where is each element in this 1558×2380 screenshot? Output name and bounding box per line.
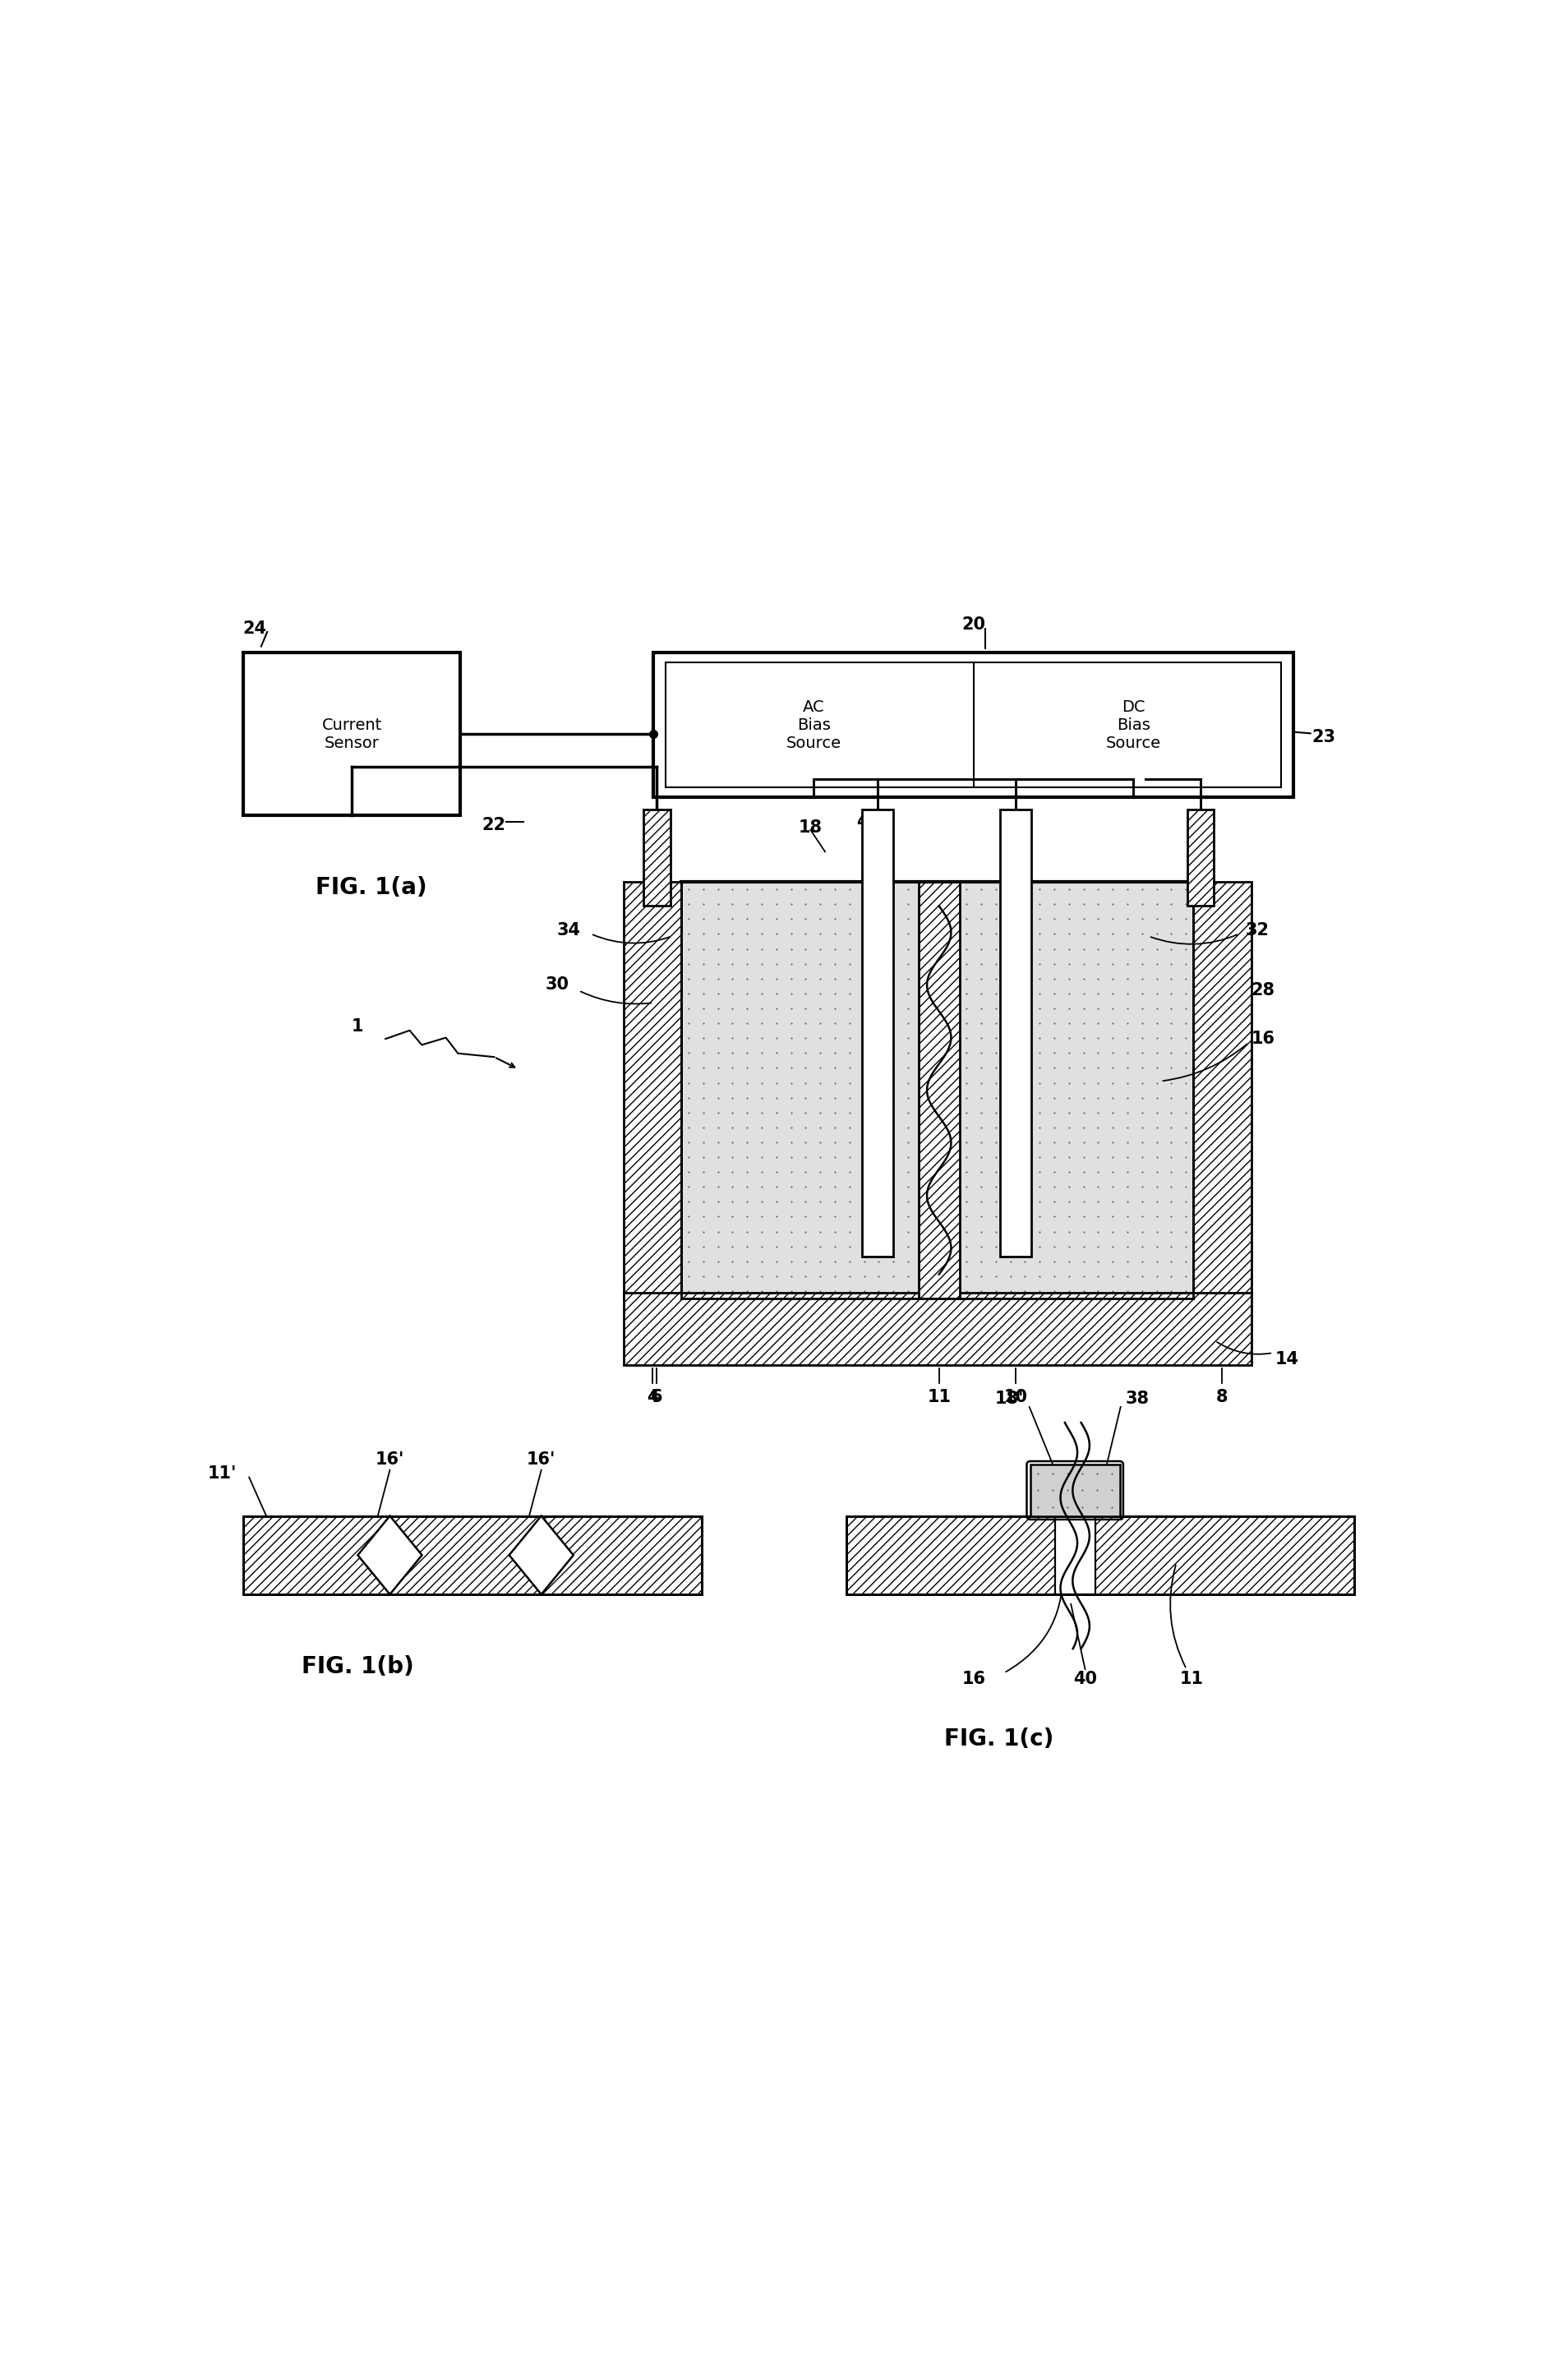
Text: 11: 11 bbox=[927, 1390, 950, 1407]
Bar bbox=[243, 1516, 701, 1595]
Text: FIG. 1(a): FIG. 1(a) bbox=[315, 876, 427, 900]
Text: 34: 34 bbox=[556, 921, 581, 938]
Polygon shape bbox=[509, 1516, 573, 1595]
Text: 8: 8 bbox=[1217, 1390, 1228, 1407]
Bar bbox=[1030, 1464, 1120, 1516]
Text: Current
Sensor: Current Sensor bbox=[321, 716, 382, 750]
Text: FIG. 1(b): FIG. 1(b) bbox=[302, 1656, 414, 1678]
Bar bbox=[1193, 883, 1251, 1299]
Bar bbox=[1000, 809, 1031, 1257]
Text: 48: 48 bbox=[857, 814, 880, 831]
Text: 11': 11' bbox=[207, 1466, 237, 1483]
Text: 16: 16 bbox=[1251, 1031, 1274, 1047]
Bar bbox=[1187, 809, 1214, 907]
Bar bbox=[243, 652, 461, 816]
Text: 4: 4 bbox=[647, 1390, 659, 1407]
Text: 32: 32 bbox=[1245, 921, 1270, 938]
Text: 28: 28 bbox=[1251, 983, 1274, 1000]
Text: 16': 16' bbox=[375, 1452, 405, 1468]
Text: 40: 40 bbox=[1073, 1671, 1097, 1687]
Text: 6: 6 bbox=[651, 1390, 662, 1407]
Text: 18': 18' bbox=[996, 1390, 1024, 1407]
Bar bbox=[919, 883, 960, 1299]
Bar bbox=[848, 1516, 1354, 1595]
Bar bbox=[848, 1516, 1354, 1595]
Bar bbox=[623, 1292, 1251, 1364]
Bar bbox=[643, 809, 670, 907]
Text: 16: 16 bbox=[961, 1671, 986, 1687]
Bar bbox=[243, 1516, 701, 1595]
Bar bbox=[654, 652, 1293, 797]
Text: 30: 30 bbox=[545, 976, 569, 992]
Bar bbox=[1030, 1464, 1120, 1516]
Text: 10: 10 bbox=[1003, 1390, 1028, 1407]
Text: DC
Bias
Source: DC Bias Source bbox=[1106, 700, 1161, 750]
Text: 20: 20 bbox=[961, 616, 985, 633]
Text: FIG. 1(c): FIG. 1(c) bbox=[944, 1728, 1053, 1752]
Text: 14: 14 bbox=[1276, 1352, 1299, 1366]
Text: 16': 16' bbox=[527, 1452, 556, 1468]
Text: 22: 22 bbox=[481, 816, 506, 833]
Text: 24: 24 bbox=[243, 621, 266, 635]
Text: 1: 1 bbox=[352, 1019, 363, 1035]
Bar bbox=[623, 883, 681, 1299]
Text: 38: 38 bbox=[1126, 1390, 1150, 1407]
Polygon shape bbox=[358, 1516, 422, 1595]
Text: 11: 11 bbox=[1179, 1671, 1203, 1687]
Bar bbox=[681, 883, 1193, 1299]
Text: AC
Bias
Source: AC Bias Source bbox=[785, 700, 841, 750]
Bar bbox=[862, 809, 893, 1257]
Bar bbox=[1055, 1516, 1095, 1595]
Text: 23: 23 bbox=[1312, 728, 1335, 745]
Bar bbox=[665, 662, 1281, 788]
Text: 18: 18 bbox=[798, 819, 823, 835]
